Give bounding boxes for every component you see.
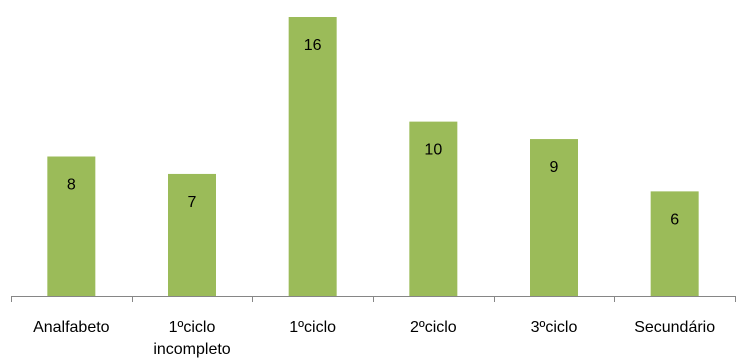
x-tick-label-line: 1ºciclo: [289, 319, 336, 336]
x-tick-label-line: Secundário: [634, 319, 715, 336]
data-label: 7: [188, 194, 197, 211]
data-labels-group: 8 7 16 10 9 6: [67, 37, 679, 228]
x-tick-label: Analfabeto: [33, 319, 110, 336]
x-tick-label-line: 2ºciclo: [410, 319, 457, 336]
x-tick-label-line: incompleto: [153, 341, 230, 358]
bar: [288, 17, 337, 296]
x-tick-label: 2ºciclo: [410, 319, 457, 336]
x-tick-label: Secundário: [634, 319, 715, 336]
bar: [47, 156, 96, 296]
data-label: 16: [304, 37, 322, 54]
bar: [530, 139, 578, 296]
x-axis-tick-labels: Analfabeto 1ºciclo incompleto 1ºciclo 2ºcicl…: [33, 319, 715, 358]
bar: [409, 121, 458, 296]
bar: [650, 191, 699, 296]
data-label: 6: [670, 211, 679, 228]
x-tick-label: 1ºciclo incompleto: [153, 319, 230, 358]
x-tick-label-line: Analfabeto: [33, 319, 110, 336]
x-tick-label-line: 1ºciclo: [169, 319, 216, 336]
bar: [168, 173, 216, 296]
x-tick-label: 3ºciclo: [531, 319, 578, 336]
data-label: 8: [67, 177, 76, 194]
bars-group: [47, 17, 699, 296]
data-label: 9: [550, 159, 559, 176]
data-label: 10: [424, 142, 442, 159]
x-tick-label: 1ºciclo: [289, 319, 336, 336]
x-tick-label-line: 3ºciclo: [531, 319, 578, 336]
